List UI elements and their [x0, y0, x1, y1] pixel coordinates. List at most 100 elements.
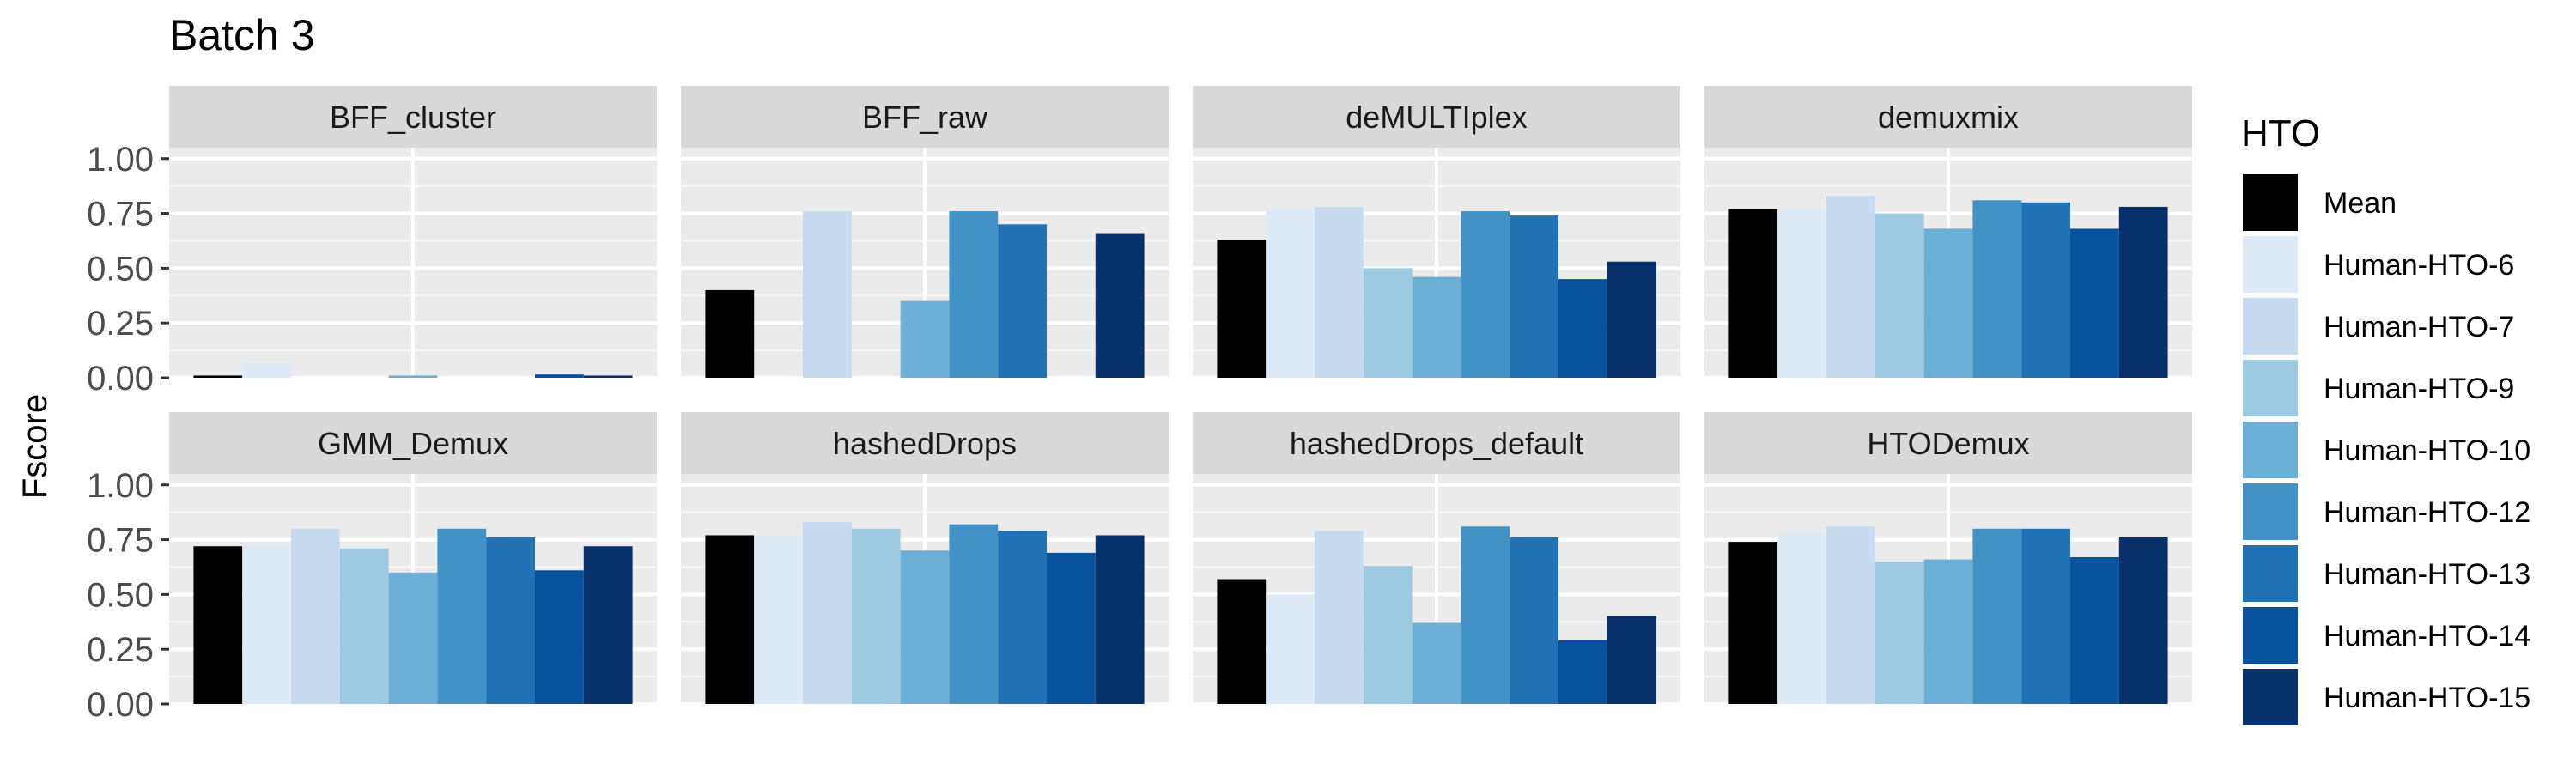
legend-key: [2243, 236, 2298, 293]
bar-human-hto-12: [1972, 528, 2022, 704]
bar-human-hto-9: [851, 528, 901, 704]
bar-human-hto-10: [388, 375, 438, 378]
bar-human-hto-15: [2118, 206, 2168, 378]
facet-strip: [681, 412, 1169, 474]
bar-human-hto-13: [998, 224, 1047, 378]
facet-panel-gmm-demux: GMM_Demux 0.00 0.25 0.50 0.75 1.00: [87, 412, 657, 724]
bar-human-hto-13: [998, 531, 1047, 704]
bar-human-hto-12: [949, 211, 999, 378]
facet-panel-demultiplex: deMULTIplex: [1193, 86, 1680, 379]
bar-human-hto-9: [1363, 268, 1413, 378]
bar-human-hto-15: [583, 375, 633, 378]
bar-human-hto-7: [1315, 531, 1364, 704]
legend-entry-human-hto-12: Human-HTO-12: [2243, 483, 2530, 540]
legend-label: Human-HTO-12: [2324, 496, 2530, 529]
legend-key: [2243, 174, 2298, 231]
facet-panel-htodemux: HTODemux: [1704, 412, 2192, 706]
bar-mean: [705, 535, 755, 704]
bar-human-hto-14: [1047, 552, 1096, 704]
bar-human-hto-9: [339, 548, 389, 704]
legend-entry-human-hto-7: Human-HTO-7: [2243, 298, 2514, 355]
bar-human-hto-6: [1266, 594, 1315, 704]
bar-human-hto-10: [900, 300, 950, 378]
y-tick-label: 0.75: [87, 522, 154, 560]
bar-human-hto-14: [535, 374, 584, 378]
bar-mean: [1728, 209, 1778, 378]
legend: HTO Mean Human-HTO-6 Human-HTO-7 Human-HTO-…: [2241, 112, 2530, 725]
bar-human-hto-7: [803, 211, 852, 378]
legend-key: [2243, 360, 2298, 416]
facet-panel-hasheddrops-default: hashedDrops_default: [1193, 412, 1680, 706]
bar-human-hto-15: [1607, 616, 1656, 704]
bar-human-hto-6: [242, 362, 291, 378]
legend-entry-human-hto-13: Human-HTO-13: [2243, 545, 2530, 602]
bar-human-hto-7: [1826, 196, 1875, 378]
bar-human-hto-15: [1607, 261, 1656, 378]
bar-mean: [1728, 542, 1778, 704]
legend-entry-human-hto-9: Human-HTO-9: [2243, 360, 2514, 416]
bar-human-hto-12: [1972, 200, 2022, 378]
bar-mean: [1217, 240, 1267, 378]
bar-human-hto-15: [1095, 233, 1145, 378]
facet-strip: [1193, 412, 1680, 474]
bar-human-hto-13: [2021, 528, 2070, 704]
bar-mean: [1217, 579, 1267, 704]
legend-entry-human-hto-14: Human-HTO-14: [2243, 607, 2530, 664]
facet-strip-label: GMM_Demux: [318, 426, 508, 461]
bar-human-hto-12: [949, 524, 999, 704]
bar-human-hto-7: [1826, 526, 1875, 704]
facet-strip-label: BFF_cluster: [330, 100, 496, 135]
legend-entry-mean: Mean: [2243, 174, 2397, 231]
y-tick-label: 0.00: [87, 360, 154, 398]
facet-panel-bff-cluster: BFF_cluster 0.00 0.25 0.50 0.75 1.00: [87, 86, 657, 398]
bar-human-hto-13: [486, 537, 535, 704]
bar-human-hto-6: [1777, 532, 1826, 704]
legend-key: [2243, 298, 2298, 355]
bar-human-hto-7: [803, 522, 852, 704]
bar-human-hto-15: [583, 546, 633, 704]
facet-panels: BFF_cluster 0.00 0.25 0.50 0.75 1.00 BFF_raw de…: [87, 86, 2192, 724]
bar-human-hto-15: [1095, 535, 1145, 704]
facet-strip: [1704, 86, 2192, 148]
legend-key: [2243, 545, 2298, 602]
bar-human-hto-10: [1412, 276, 1461, 378]
facet-strip: [169, 86, 657, 148]
bar-human-hto-10: [1923, 559, 1973, 704]
y-tick-label: 1.00: [87, 141, 154, 179]
facet-strip: [1704, 412, 2192, 474]
legend-label: Human-HTO-14: [2324, 620, 2530, 653]
bar-human-hto-10: [1923, 228, 1973, 378]
y-tick-label: 0.25: [87, 305, 154, 343]
y-tick-label: 0.50: [87, 250, 154, 288]
bar-human-hto-14: [535, 570, 584, 704]
legend-label: Mean: [2324, 187, 2397, 220]
facet-strip-label: deMULTIplex: [1346, 100, 1527, 135]
bar-human-hto-9: [1874, 562, 1924, 704]
facet-strip-label: BFF_raw: [862, 100, 988, 135]
y-tick-label: 0.75: [87, 196, 154, 234]
bar-human-hto-6: [242, 543, 291, 704]
facet-strip-label: hashedDrops_default: [1290, 426, 1583, 461]
facet-strip: [169, 412, 657, 474]
legend-label: Human-HTO-10: [2324, 434, 2530, 467]
bar-human-hto-10: [1412, 622, 1461, 704]
legend-key: [2243, 607, 2298, 664]
legend-entry-human-hto-10: Human-HTO-10: [2243, 422, 2530, 478]
facet-strip-label: HTODemux: [1867, 426, 2029, 461]
bar-mean: [193, 546, 243, 704]
y-tick-label: 0.50: [87, 576, 154, 614]
legend-label: Human-HTO-13: [2324, 558, 2530, 591]
bar-human-hto-6: [1266, 209, 1315, 378]
facet-strip-label: demuxmix: [1878, 100, 2019, 135]
bar-human-hto-13: [1510, 537, 1558, 704]
legend-entry-human-hto-6: Human-HTO-6: [2243, 236, 2514, 293]
facet-strip-label: hashedDrops: [833, 426, 1017, 461]
legend-entry-human-hto-15: Human-HTO-15: [2243, 669, 2530, 725]
facet-panel-demuxmix: demuxmix: [1704, 86, 2192, 379]
facet-panel-bff-raw: BFF_raw: [681, 86, 1169, 379]
bar-human-hto-12: [1461, 526, 1510, 704]
legend-key: [2243, 669, 2298, 725]
y-axis-label: Fscore: [16, 394, 54, 499]
